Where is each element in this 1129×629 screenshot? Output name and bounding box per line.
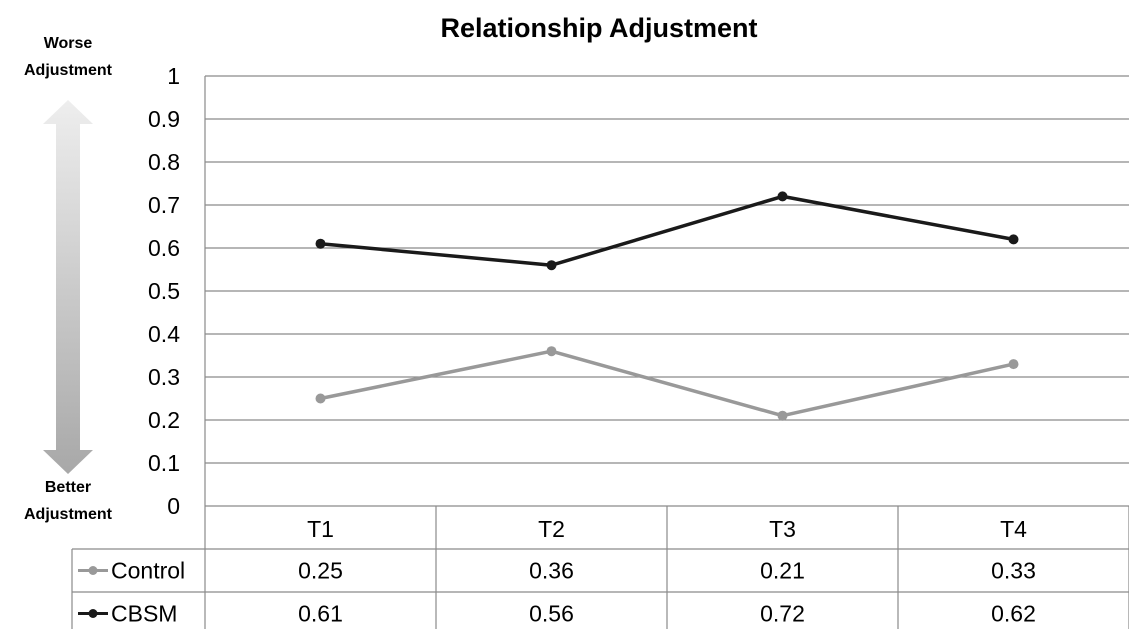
y-tick-label: 0.1 (148, 450, 180, 476)
chart-title: Relationship Adjustment (440, 13, 757, 43)
series-lines (315, 191, 1019, 421)
series-line-control (320, 349, 1014, 418)
table-value-cell: 0.56 (529, 601, 574, 627)
data-point-control (546, 346, 557, 357)
y-tick-label: 0.7 (148, 192, 180, 218)
y-tick-label: 0 (167, 493, 180, 519)
double-arrow-icon (43, 100, 93, 474)
table-value-cell: 0.36 (529, 558, 574, 584)
worse-label-line2: Adjustment (24, 62, 113, 79)
y-tick-label: 0.3 (148, 364, 180, 390)
series-line-cbsm (320, 194, 1014, 267)
y-tick-label: 0.2 (148, 407, 180, 433)
legend-series-name: CBSM (111, 601, 177, 627)
y-tick-label: 0.6 (148, 235, 180, 261)
data-point-cbsm (777, 191, 788, 202)
table-value-cell: 0.25 (298, 558, 343, 584)
data-point-control (1008, 359, 1019, 370)
data-point-cbsm (1008, 234, 1019, 245)
table-value-cell: 0.33 (991, 558, 1036, 584)
better-label-line1: Better (45, 479, 91, 496)
y-tick-label: 1 (167, 63, 180, 89)
data-table: T1 T2 T3 T4 Control 0.25 0.36 0.21 0.33 CBSM 0.61 0… (71, 505, 1129, 629)
legend-series-name: Control (111, 558, 185, 584)
gridlines (204, 75, 1129, 506)
y-axis-ticks: 0 0.1 0.2 0.3 0.4 0.5 0.6 0.7 0.8 0.9 1 (148, 63, 180, 519)
y-tick-label: 0.4 (148, 321, 180, 347)
data-point-cbsm (315, 238, 326, 249)
data-point-cbsm (546, 260, 557, 271)
y-tick-label: 0.8 (148, 149, 180, 175)
better-label-line2: Adjustment (24, 506, 113, 523)
table-value-cell: 0.21 (760, 558, 805, 584)
legend-key-marker (88, 609, 98, 618)
data-point-control (777, 410, 788, 421)
table-value-cell: 0.72 (760, 601, 805, 627)
y-tick-label: 0.9 (148, 106, 180, 132)
table-value-cell: 0.61 (298, 601, 343, 627)
x-category-label: T1 (307, 516, 334, 542)
x-category-label: T4 (1000, 516, 1027, 542)
x-category-label: T2 (538, 516, 565, 542)
table-value-cell: 0.62 (991, 601, 1036, 627)
worse-label-line1: Worse (44, 35, 93, 52)
adjustment-arrow (43, 100, 93, 474)
x-category-label: T3 (769, 516, 796, 542)
y-tick-label: 0.5 (148, 278, 180, 304)
data-point-control (315, 393, 326, 404)
legend-key-marker (88, 566, 98, 575)
